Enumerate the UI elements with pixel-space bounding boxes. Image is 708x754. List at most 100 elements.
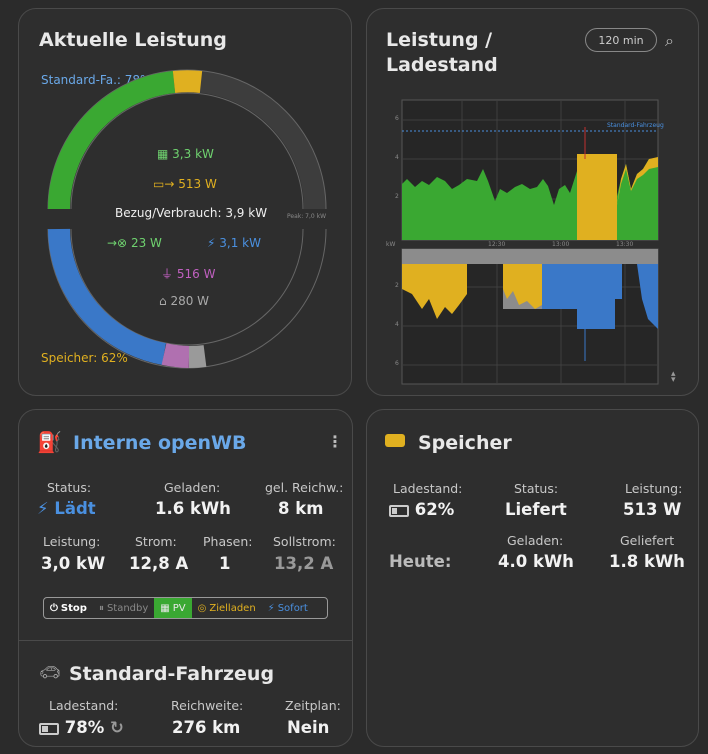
label-leistung: Leistung:	[625, 481, 683, 496]
solar-panel-icon: ▦	[157, 147, 169, 161]
consumer-power-value: 516 W	[176, 267, 216, 281]
label-geladen: Geladen:	[164, 480, 221, 495]
pv-share-label: Standard-Fa.: 78%	[41, 73, 152, 87]
mode-zielladen-label: Zielladen	[209, 602, 256, 614]
car-area	[542, 264, 658, 329]
power-ring	[47, 69, 327, 369]
ring-house-segment	[188, 345, 207, 369]
wallbox-charger-icon: ⛽	[37, 430, 62, 454]
battery-charged-value: 4.0 kWh	[498, 552, 574, 571]
label-status: Status:	[514, 481, 559, 496]
mode-standby-button[interactable]: ⏸ Standby	[93, 598, 154, 618]
battery-area-bottom	[402, 264, 542, 319]
mode-zielladen-button[interactable]: ◎ Zielladen	[192, 598, 262, 618]
house-icon: ⌂	[159, 294, 167, 308]
ring-lower-inner	[70, 228, 304, 346]
grid-power-value: 23 W	[130, 236, 162, 250]
solar-panel-icon: ▦	[160, 602, 170, 614]
peak-label: Peak: 7,0 kW	[287, 213, 327, 220]
battery-card: Speicher Ladestand: Status: Leistung: 62…	[366, 409, 699, 747]
chart-unit-label: kW	[386, 241, 396, 248]
chart-card: Leistung / Ladestand 120 min ⌕ Standard-…	[366, 8, 699, 396]
label-geladen: Geladen:	[507, 533, 564, 548]
range-button[interactable]: 120 min	[585, 28, 657, 52]
pause-icon: ⏸	[98, 602, 104, 614]
wallbox-status-value: Lädt	[54, 499, 96, 518]
chart-top-label: Standard-Fahrzeug	[607, 122, 664, 129]
chart-card-title-line1: Leistung /	[386, 29, 493, 51]
lightning-icon: ⚡	[267, 602, 275, 614]
xtick-2: 13:00	[552, 241, 570, 248]
grid-power: →⊗ 23 W	[107, 236, 162, 250]
power-chart	[401, 99, 659, 385]
ring-consumer-segment	[161, 343, 190, 368]
zoom-search-icon[interactable]: ⌕	[665, 31, 674, 50]
battery-soc-value: 62%	[414, 500, 455, 519]
battery-icon	[39, 722, 59, 735]
car-soc-value: 78%	[64, 718, 105, 737]
label-geliefert: Geliefert	[620, 533, 675, 548]
bottom-ytick-3: 6	[395, 360, 399, 367]
label-car-ladestand: Ladestand:	[49, 698, 119, 713]
charge-mode-group: ⏻ Stop ⏸ Standby ▦ PV ◎ Zielladen ⚡ Sofort	[43, 597, 328, 619]
battery-power: ▭→ 513 W	[153, 177, 217, 191]
power-icon: ⏻	[50, 602, 58, 614]
mode-pv-button[interactable]: ▦ PV	[154, 598, 192, 618]
lightning-icon: ⚡	[37, 499, 49, 518]
wallbox-status: ⚡ Lädt	[37, 499, 96, 518]
wallbox-menu-button[interactable]: ⋮	[327, 432, 343, 451]
chart-card-title-line2: Ladestand	[386, 54, 498, 76]
today-label: Heute:	[389, 552, 452, 571]
label-strom: Strom:	[135, 534, 177, 549]
car-icon: 🚗︎	[39, 663, 61, 683]
label-sollstrom: Sollstrom:	[273, 534, 336, 549]
house-power-value: 280 W	[170, 294, 210, 308]
mode-stop-button[interactable]: ⏻ Stop	[44, 598, 93, 618]
xtick-3: 13:30	[616, 241, 634, 248]
label-leistung: Leistung:	[43, 534, 101, 549]
battery-soc: 62%	[389, 500, 454, 519]
battery-power-value: 513 W	[178, 177, 217, 191]
wallbox-strom-value: 12,8 A	[129, 554, 189, 573]
center-consumption: Bezug/Verbrauch: 3,9 kW	[115, 206, 268, 220]
vehicle-title: Standard-Fahrzeug	[69, 663, 275, 685]
bottom-ytick-2: 4	[395, 321, 399, 328]
divider	[19, 640, 352, 641]
ring-upper-outer	[47, 69, 327, 210]
pv-area-mid	[617, 167, 658, 240]
house-power: ⌂ 280 W	[159, 294, 209, 308]
target-icon: ◎	[197, 602, 207, 614]
top-ytick-3: 2	[395, 193, 399, 200]
resize-handle-icon[interactable]: ▴ ▾	[671, 369, 676, 385]
power-card: Aktuelle Leistung Standard-Fa.: 78% Spei…	[18, 8, 352, 396]
ring-battery-segment	[172, 70, 203, 93]
ring-pv-segment	[48, 71, 176, 210]
car-charger-icon: ⚡	[207, 236, 216, 250]
car-plan-value: Nein	[287, 718, 330, 737]
xtick-1: 12:30	[488, 241, 506, 248]
label-car-zeitplan: Zeitplan:	[285, 698, 341, 713]
ring-car-segment	[48, 228, 167, 365]
mode-sofort-label: Sofort	[277, 602, 308, 614]
wallbox-title: Interne openWB	[73, 432, 247, 454]
wallbox-phasen-value: 1	[219, 554, 231, 573]
mode-sofort-button[interactable]: ⚡ Sofort	[262, 598, 314, 618]
car-range-value: 276 km	[172, 718, 241, 737]
power-card-title: Aktuelle Leistung	[39, 29, 227, 51]
wallbox-sollstrom-value: 13,2 A	[274, 554, 334, 573]
battery-icon	[385, 434, 405, 447]
battery-card-title: Speicher	[418, 432, 512, 454]
battery-level-icon	[389, 504, 409, 517]
battery-discharge-icon: ▭→	[153, 177, 175, 191]
wallbox-geladen-value: 1.6 kWh	[155, 499, 231, 518]
label-ladestand: Ladestand:	[393, 481, 463, 496]
label-reichweite: gel. Reichw.:	[265, 480, 344, 495]
battery-delivered-value: 1.8 kWh	[609, 552, 685, 571]
top-ytick-1: 6	[395, 115, 399, 122]
mode-stop-label: Stop	[60, 602, 87, 614]
pv-power: ▦ 3,3 kW	[157, 147, 214, 161]
refresh-icon[interactable]: ↻	[110, 718, 124, 737]
label-phasen: Phasen:	[203, 534, 253, 549]
car-power: ⚡ 3,1 kW	[207, 236, 261, 250]
wallbox-leistung-value: 3,0 kW	[41, 554, 106, 573]
